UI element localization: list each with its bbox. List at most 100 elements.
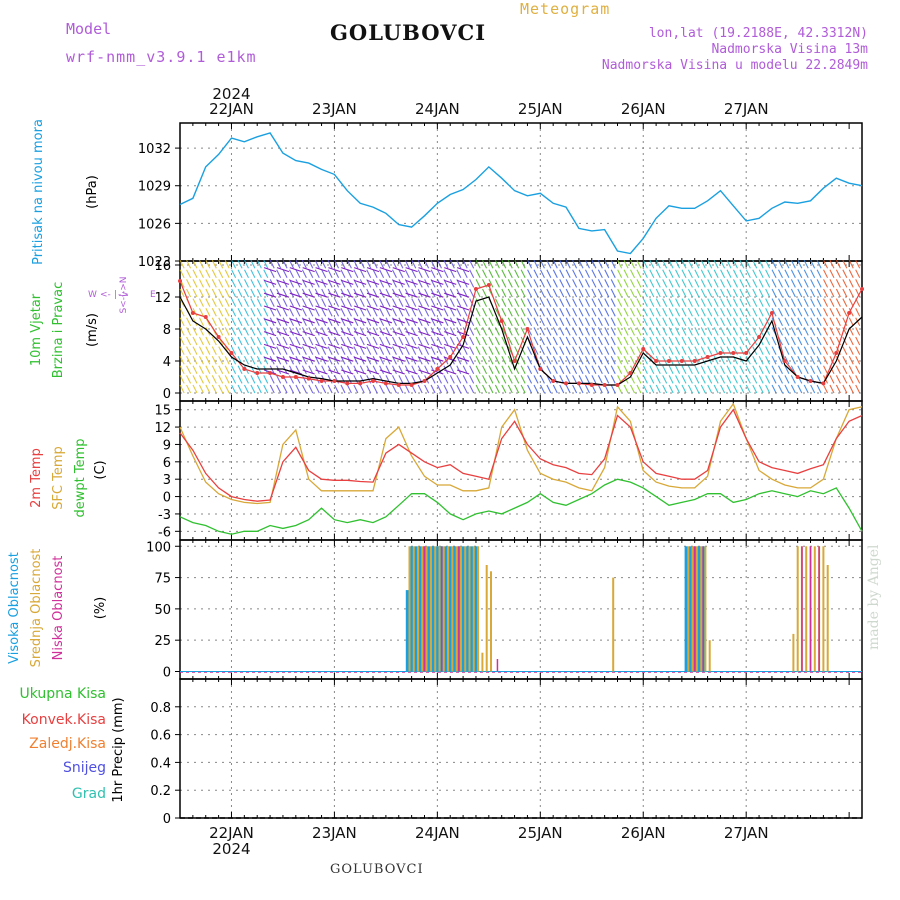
wind-arrow (687, 279, 693, 288)
wind-arrow (411, 298, 417, 307)
y-tick-label: 0.6 (150, 729, 171, 744)
wind-arrow (681, 336, 687, 346)
wind-arrow (443, 259, 449, 269)
y-tick-label: 3 (163, 473, 171, 488)
y-tick-label: 1026 (138, 217, 171, 232)
wind-arrow (546, 384, 552, 394)
wind-arrow (269, 298, 275, 307)
wind-arrow (713, 317, 719, 327)
cloud-bar-high (448, 546, 452, 672)
cloud-bar-mid (434, 546, 437, 672)
wind-arrow (649, 269, 655, 279)
wind-arrow (546, 288, 552, 298)
wind-arrow (424, 384, 430, 394)
wind-arrow (546, 346, 552, 355)
cloud-bar-mid (691, 546, 694, 672)
wind-arrow (494, 307, 500, 317)
wind-arrow (546, 259, 552, 269)
wind-arrow (835, 375, 841, 384)
station-title: GOLUBOVCI (330, 20, 487, 45)
gust-point (525, 327, 530, 331)
wind-arrow (520, 259, 526, 269)
wind-arrow (475, 375, 481, 384)
wind-arrow (398, 336, 404, 346)
wind-feather (353, 356, 367, 362)
wind-arrow (803, 269, 809, 279)
wind-arrow (462, 346, 468, 355)
wind-arrow (250, 279, 256, 288)
wind-arrow (334, 327, 340, 336)
wind-arrow (829, 269, 835, 279)
wind-arrow (771, 279, 777, 288)
bottom-date-label: 25JAN (518, 824, 563, 842)
wind-arrow (295, 298, 301, 307)
wind-arrow (694, 375, 700, 384)
wind-arrow (308, 384, 314, 394)
wind-feather (276, 369, 290, 375)
wind-arrow (179, 375, 185, 384)
wind-feather (418, 343, 431, 349)
wind-arrow (655, 279, 661, 288)
wind-arrow (623, 384, 629, 394)
wind-arrow (289, 327, 295, 336)
wind-arrow (784, 317, 790, 327)
wind-arrow (642, 288, 648, 298)
wind-arrow (842, 298, 848, 307)
model-elevation: Nadmorska Visina u modelu 22.2849m (601, 58, 868, 73)
wind-feather (366, 318, 380, 324)
wind-arrow (771, 384, 777, 394)
wind-arrow (739, 298, 745, 307)
wind-arrow (655, 298, 661, 307)
wind-arrow (437, 288, 442, 298)
wind-arrow (745, 259, 751, 269)
wind-arrow (816, 336, 822, 346)
pressure-line (179, 132, 863, 255)
wind-arrow (681, 317, 687, 327)
wind-arrow (565, 317, 571, 327)
wind-arrow (398, 307, 404, 317)
wind-arrow (250, 355, 256, 365)
wind-arrow (243, 384, 249, 394)
wind-feather (302, 279, 315, 285)
wind-arrow (295, 365, 301, 375)
wind-arrow (732, 259, 738, 269)
wind-arrow (301, 298, 307, 307)
cloud-bar-high (444, 546, 448, 672)
wind-arrow (681, 375, 687, 384)
wind-arrow (803, 279, 809, 288)
wind-arrow (205, 365, 211, 375)
wind-arrow (205, 346, 211, 355)
bottom-date-label: 22JAN (209, 824, 254, 842)
wind-arrow (636, 259, 642, 269)
wind-arrow (533, 384, 539, 394)
gust-point (486, 283, 491, 287)
wind-arrow (778, 279, 783, 288)
wind-arrow (707, 346, 713, 355)
wind-arrow (237, 269, 243, 279)
wind-arrow (346, 269, 352, 279)
wind-arrow (469, 375, 475, 384)
wind-arrow (584, 307, 590, 317)
wind-arrow (771, 346, 777, 355)
wind-arrow (211, 259, 217, 269)
wind-arrow (552, 355, 558, 365)
wind-arrow (366, 307, 372, 317)
wind-arrow (572, 346, 578, 355)
y-tick-label: 100 (146, 540, 171, 555)
wind-arrow (597, 298, 603, 307)
wind-arrow (488, 327, 494, 336)
wind-arrow (224, 317, 230, 327)
wind-feather (405, 267, 418, 273)
wind-arrow (527, 259, 533, 269)
cloud-bar-mid (708, 640, 711, 672)
wind-arrow (797, 288, 803, 298)
wind-arrow (456, 298, 462, 307)
wind-arrow (186, 336, 192, 346)
wind-arrow (475, 307, 481, 317)
wind-arrow (610, 327, 616, 336)
wind-arrow (404, 327, 410, 336)
wind-arrow (256, 307, 262, 317)
wind-arrow (842, 259, 848, 269)
wind-arrow (623, 269, 629, 279)
wind-arrow (559, 346, 565, 355)
